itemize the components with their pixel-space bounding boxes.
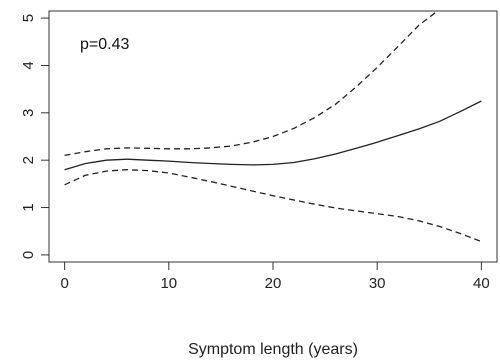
lower-ci-line: [64, 169, 482, 243]
x-tick-label: 10: [160, 275, 177, 292]
axes: 0 10 20 30 40 0 1 2 3 4 5: [20, 10, 498, 292]
estimate-line: [64, 100, 482, 171]
x-tick-label: 40: [473, 275, 490, 292]
x-tick-label: 0: [60, 275, 68, 292]
y-tick-label: 4: [20, 61, 37, 69]
y-tick-label: 1: [20, 203, 37, 211]
y-tick-label: 0: [20, 251, 37, 259]
x-axis-title: Symptom length (years): [188, 341, 358, 358]
y-tick-label: 3: [20, 109, 37, 117]
x-tick-label: 20: [265, 275, 282, 292]
plot-area: [64, 11, 482, 243]
x-tick-label: 30: [369, 275, 386, 292]
p-value-annotation: p=0.43: [80, 36, 129, 53]
y-tick-label: 2: [20, 156, 37, 164]
upper-ci-line: [64, 11, 438, 157]
y-tick-label: 5: [20, 14, 37, 22]
